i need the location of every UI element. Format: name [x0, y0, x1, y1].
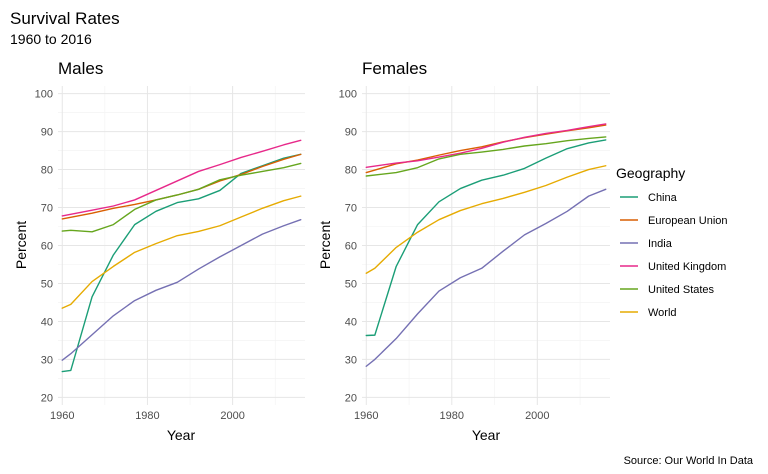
legend-label-india: India: [648, 238, 673, 250]
legend-label-united-states: United States: [648, 284, 715, 296]
y-tick-label: 30: [41, 354, 53, 366]
series-line-china: [61, 153, 302, 373]
series-line-united-kingdom: [365, 123, 607, 168]
y-tick-label: 40: [41, 316, 53, 328]
legend-label-united-kingdom: United Kingdom: [648, 261, 726, 273]
series-line-united-states: [61, 162, 302, 233]
y-tick-label: 90: [41, 127, 53, 139]
x-axis-title-males: Year: [167, 427, 196, 443]
series-line-world: [61, 195, 302, 309]
legend-label-china: China: [648, 192, 678, 204]
y-tick-label: 80: [345, 165, 357, 177]
y-tick-label: 50: [345, 278, 357, 290]
y-axis-title-males: Percent: [13, 221, 29, 269]
chart-caption: Source: Our World In Data: [624, 455, 754, 467]
x-axis-title-females: Year: [472, 427, 501, 443]
females-panel: 20 30 40 50 60 70 80 90 100 1960 1980 2000: [339, 86, 610, 422]
panel-title-females: Females: [362, 59, 427, 78]
series-line-european-union: [365, 124, 607, 174]
legend-label-world: World: [648, 307, 677, 319]
legend: Geography China European Union India United…: [616, 165, 728, 319]
panel-title-males: Males: [58, 59, 103, 78]
y-tick-label: 50: [41, 278, 53, 290]
legend-label-european-union: European Union: [648, 215, 728, 227]
y-tick-label: 90: [345, 127, 357, 139]
legend-title: Geography: [616, 165, 685, 181]
y-tick-label: 60: [41, 241, 53, 253]
x-tick-label: 1960: [354, 410, 378, 422]
y-axis-title-females: Percent: [317, 221, 333, 269]
series-line-india: [365, 188, 607, 367]
series-line-india: [61, 218, 302, 361]
y-tick-label: 70: [41, 203, 53, 215]
y-tick-label: 20: [345, 392, 357, 404]
y-tick-label: 40: [345, 316, 357, 328]
y-tick-label: 30: [345, 354, 357, 366]
y-tick-label: 20: [41, 392, 53, 404]
series-line-united-kingdom: [61, 139, 302, 217]
series-line-united-states: [365, 136, 607, 177]
series-line-world: [365, 165, 607, 274]
x-tick-label: 1980: [440, 410, 464, 422]
chart-title: Survival Rates: [10, 9, 120, 28]
x-tick-label: 2000: [220, 410, 244, 422]
y-tick-label: 100: [35, 89, 53, 101]
x-tick-label: 2000: [525, 410, 549, 422]
y-tick-label: 70: [345, 203, 357, 215]
males-panel: 20 30 40 50 60 70 80 90 100 1960 1980 2000: [35, 86, 305, 422]
x-tick-label: 1980: [135, 410, 159, 422]
series-line-china: [365, 139, 607, 337]
y-tick-label: 60: [345, 241, 357, 253]
y-tick-label: 80: [41, 165, 53, 177]
x-tick-label: 1960: [50, 410, 74, 422]
y-tick-label: 100: [339, 89, 357, 101]
chart-subtitle: 1960 to 2016: [10, 31, 92, 47]
